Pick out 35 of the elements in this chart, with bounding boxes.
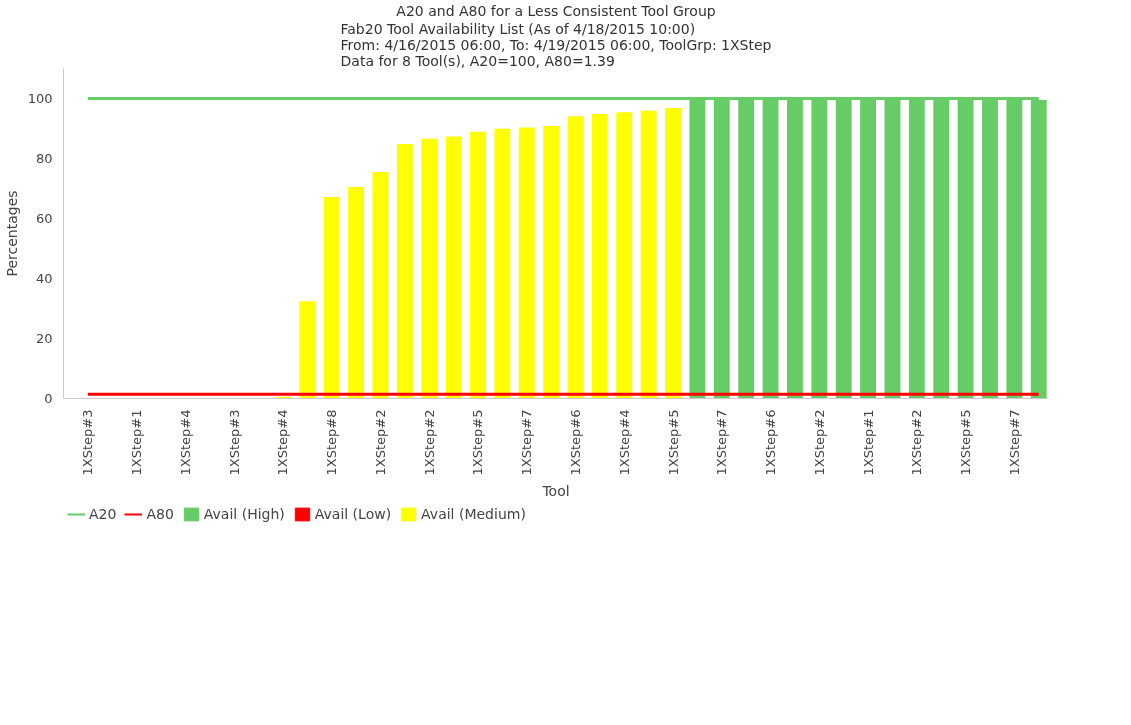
x-tick-label: 1XStep#8: [324, 409, 340, 476]
x-tick-label: 1XStep#7: [519, 409, 535, 476]
x-tick-label: 1XStep#2: [909, 409, 925, 476]
y-axis-title: Percentages: [3, 190, 20, 277]
legend-label: A20: [89, 506, 117, 522]
x-tick-label: 1XStep#2: [421, 409, 437, 476]
x-tick-label: 1XStep#5: [470, 409, 486, 476]
x-tick-label: 1XStep#4: [275, 409, 291, 476]
x-tick-label: 1XStep#7: [1006, 409, 1022, 476]
x-tick-label: 1XStep#3: [80, 409, 96, 476]
legend-label: A80: [146, 506, 174, 522]
chart-title: A20 and A80 for a Less Consistent Tool Group: [396, 2, 716, 19]
x-tick-label: 1XStep#4: [177, 409, 193, 476]
x-tick-label: 1XStep#3: [226, 409, 242, 476]
x-tick-label: 1XStep#6: [763, 409, 779, 476]
x-tick-label: 1XStep#4: [616, 409, 632, 476]
y-tick-label: 60: [35, 211, 53, 226]
x-tick-label: 1XStep#6: [568, 409, 583, 476]
chart-subtitle: Fab20 Tool Availability List (As of 4/18/2015 10:00) From: 4/16/2015 06:00, To: 4/19/2015 06:00, ToolGrp: 1XStep Data for 8 Tool(s), A20=100, A80=1.39: [340, 20, 772, 69]
x-tick-label: 1XStep#7: [714, 409, 730, 476]
y-tick-label: 20: [35, 331, 53, 346]
y-tick-label: 80: [35, 151, 53, 166]
y-tick-label: 0: [44, 391, 53, 406]
y-tick-label: 100: [27, 91, 53, 106]
x-tick-label: 1XStep#5: [665, 409, 681, 476]
x-tick-label: 1XStep#1: [860, 409, 876, 476]
x-tick-label: 1XStep#1: [129, 409, 145, 476]
legend-label: Avail (High): [203, 506, 285, 522]
x-tick-label: 1XStep#5: [958, 409, 974, 476]
x-tick-label: 1XStep#2: [811, 409, 827, 476]
y-tick-label: 40: [35, 271, 53, 286]
x-tick-label: 1XStep#2: [372, 409, 388, 476]
x-axis-title: Tool: [541, 483, 570, 500]
legend-label: Avail (Low): [314, 506, 392, 522]
legend-label: Avail (Medium): [421, 506, 526, 522]
